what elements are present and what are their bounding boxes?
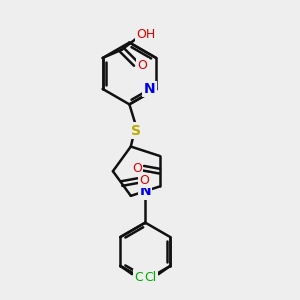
Text: O: O bbox=[132, 162, 142, 175]
Text: N: N bbox=[140, 184, 151, 198]
Text: OH: OH bbox=[136, 28, 155, 41]
Text: S: S bbox=[131, 124, 142, 138]
Text: O: O bbox=[140, 174, 149, 187]
Text: Cl: Cl bbox=[144, 271, 156, 284]
Text: Cl: Cl bbox=[134, 271, 146, 284]
Text: N: N bbox=[144, 82, 155, 96]
Text: O: O bbox=[137, 59, 147, 72]
